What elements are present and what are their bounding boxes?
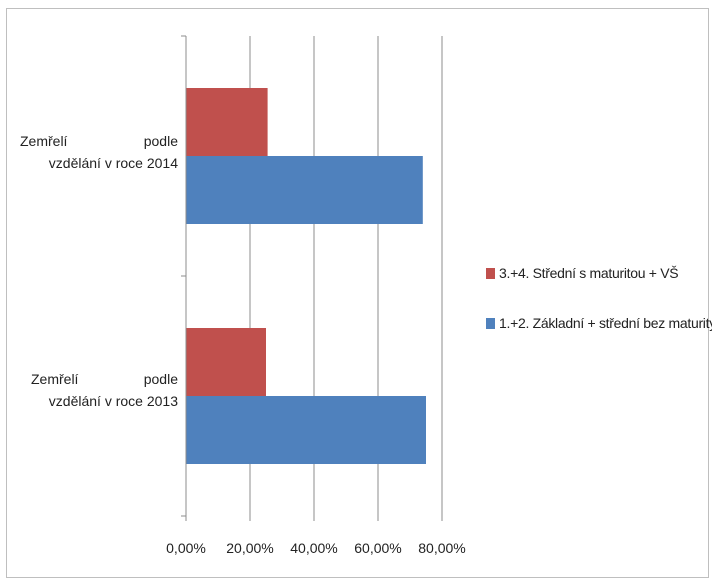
category-label-2013-word2: podle	[143, 371, 178, 387]
legend-item-basic: 1.+2. Základní + střední bez maturity	[486, 312, 712, 334]
legend-item-secondary-vs: 3.+4. Střední s maturitou + VŠ	[486, 262, 710, 284]
chart-frame	[6, 8, 709, 578]
bar-blue	[186, 156, 423, 224]
bar-red	[186, 328, 266, 396]
legend-label: 1.+2. Základní + střední bez maturity	[499, 315, 712, 331]
category-label-2013: Zemřelí podle vzdělání v roce 2013	[31, 368, 178, 412]
category-label-2013-line2: vzdělání v roce 2013	[48, 393, 178, 409]
category-label-2014-line2: vzdělání v roce 2014	[48, 155, 178, 171]
legend-swatch-blue	[486, 317, 495, 329]
category-label-2014: Zemřelí podle vzdělání v roce 2014	[20, 130, 178, 174]
category-label-2014-word2: podle	[143, 133, 178, 149]
category-label-2014-word1: Zemřelí	[20, 133, 68, 149]
x-tick-label: 20,00%	[226, 540, 273, 556]
bars	[186, 88, 426, 464]
legend-label: 3.+4. Střední s maturitou + VŠ	[499, 265, 679, 281]
x-tick-label: 40,00%	[290, 540, 337, 556]
bar-blue	[186, 396, 426, 464]
legend-swatch-red	[486, 267, 495, 279]
category-label-2013-word1: Zemřelí	[31, 371, 79, 387]
x-tick-label: 60,00%	[354, 540, 401, 556]
x-tick-label: 0,00%	[166, 540, 206, 556]
axes	[181, 35, 443, 521]
x-tick-labels: 0,00% 20,00% 40,00% 60,00% 80,00%	[166, 540, 466, 556]
legend: 3.+4. Střední s maturitou + VŠ 1.+2. Zák…	[486, 262, 712, 362]
x-tick-label: 80,00%	[418, 540, 465, 556]
bar-red	[186, 88, 268, 156]
